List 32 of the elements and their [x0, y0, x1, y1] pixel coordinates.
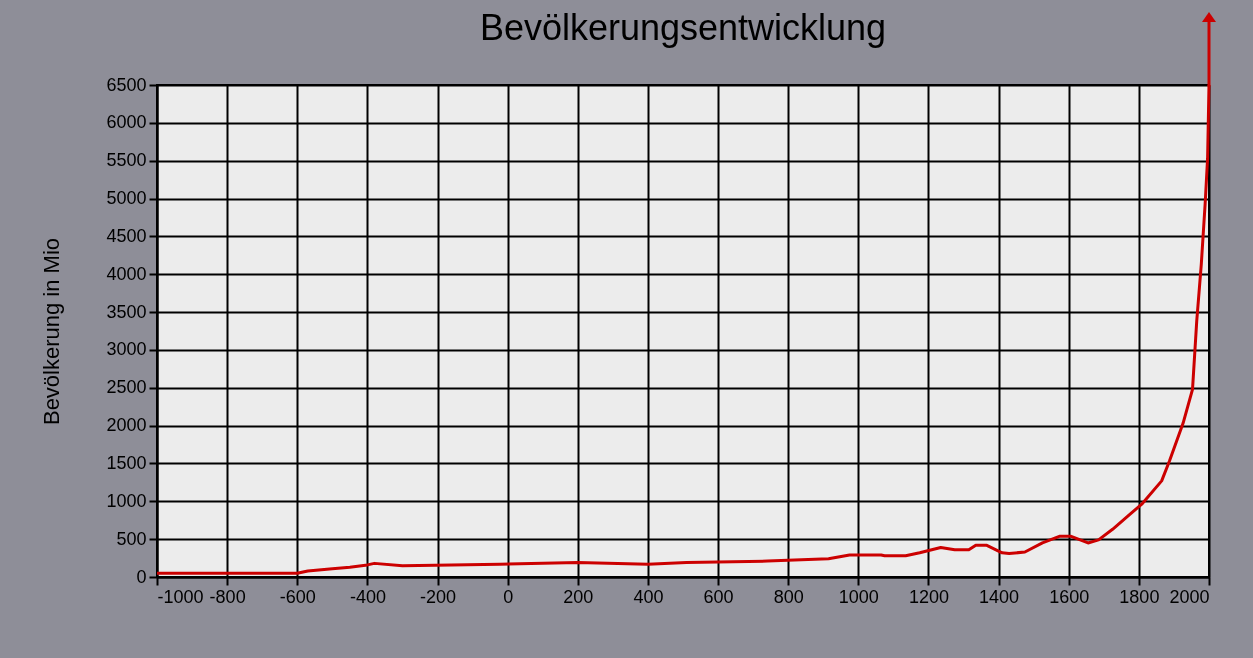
x-tick-label: 200 — [563, 586, 594, 607]
x-tick-label: -1000 — [157, 586, 204, 607]
x-tick-label: 1000 — [838, 586, 879, 607]
x-tick-label: 1600 — [1049, 586, 1090, 607]
y-tick-label: 1000 — [106, 490, 147, 511]
x-tick-label: 1200 — [908, 586, 949, 607]
y-tick-label: 5500 — [106, 150, 147, 171]
y-tick-label: 500 — [116, 528, 147, 549]
x-tick-label: 2000 — [1169, 586, 1210, 607]
x-tick-label: -400 — [349, 586, 386, 607]
x-tick-label: 1800 — [1119, 586, 1160, 607]
x-tick-label: 400 — [633, 586, 664, 607]
x-tick-label: 600 — [703, 586, 734, 607]
y-tick-label: 2000 — [106, 415, 147, 436]
y-tick-label: 3500 — [106, 301, 147, 322]
y-tick-label: 2500 — [106, 377, 147, 398]
y-tick-label: 1500 — [106, 452, 147, 473]
x-tick-label: -800 — [209, 586, 246, 607]
y-tick-label: 4500 — [106, 225, 147, 246]
x-tick-label: 800 — [773, 586, 804, 607]
y-tick-label: 6500 — [106, 74, 147, 95]
x-tick-label: -200 — [420, 586, 457, 607]
x-tick-label: 1400 — [979, 586, 1020, 607]
x-tick-label: 0 — [503, 586, 514, 607]
chart-title: Bevölkerungsentwicklung — [479, 7, 887, 48]
y-tick-label: 5000 — [106, 188, 147, 209]
y-tick-label: 4000 — [106, 263, 147, 284]
y-tick-label: 6000 — [106, 112, 147, 133]
y-axis-title: Bevölkerung in Mio — [39, 237, 65, 426]
y-tick-label: 0 — [136, 566, 147, 587]
y-tick-label: 3000 — [106, 339, 147, 360]
x-tick-label: -600 — [279, 586, 316, 607]
